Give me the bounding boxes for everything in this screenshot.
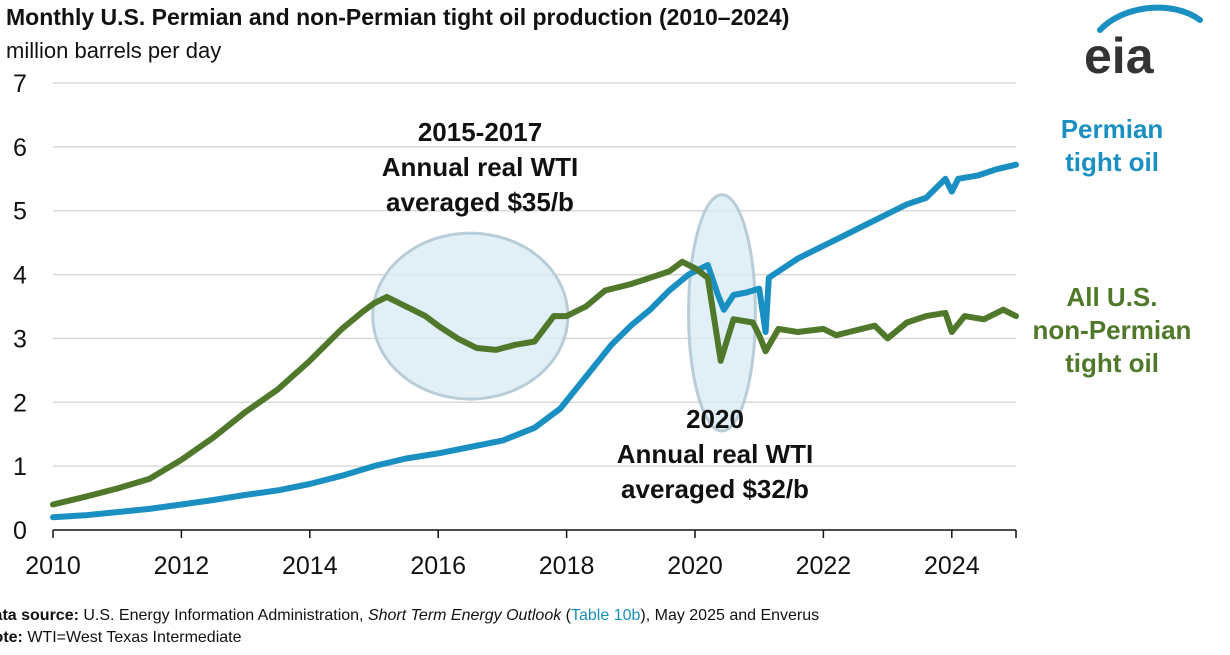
annotation-2020-line-1: 2020 [686, 404, 744, 434]
permian-label-line-1: Permian [1061, 114, 1164, 144]
note-text: WTI=West Texas Intermediate [22, 629, 242, 646]
y-tick-label-2: 2 [13, 389, 27, 417]
x-tick-label-2012: 2012 [154, 552, 210, 580]
nonpermian-label-line-1: All U.S. [1066, 282, 1157, 312]
highlight-ellipses [371, 193, 757, 433]
series-lines [50, 161, 1019, 521]
y-tick-label-4: 4 [13, 262, 27, 290]
note-footnote: Note: WTI=West Texas Intermediate [0, 629, 242, 647]
eia-logo: eia [1084, 4, 1203, 80]
chart-subtitle: million barrels per day [6, 38, 222, 63]
annotation-2020-line-2: Annual real WTI [617, 439, 813, 469]
ellipse-2015-2017 [371, 231, 570, 401]
source-text-b: ( [561, 607, 571, 624]
ellipse-2020 [687, 193, 757, 433]
x-tick-label-2016: 2016 [410, 552, 466, 580]
annotation-2015-2017-line-2: Annual real WTI [382, 152, 578, 182]
svg-text:eia: eia [1084, 28, 1155, 80]
source-text-c: ), May 2025 and Enverus [640, 607, 820, 624]
x-tick-label-2024: 2024 [924, 552, 980, 580]
y-tick-label-7: 7 [13, 70, 27, 98]
y-tick-label-0: 0 [13, 517, 27, 545]
permian-label-line-2: tight oil [1065, 147, 1159, 177]
x-tick-label-2014: 2014 [282, 552, 338, 580]
nonpermian-line [50, 258, 1019, 508]
x-tick-label-2018: 2018 [539, 552, 595, 580]
annotation-2020-line-3: averaged $32/b [621, 474, 809, 504]
y-tick-label-6: 6 [13, 134, 27, 162]
nonpermian-label-line-3: tight oil [1065, 348, 1159, 378]
annotation-2015-2017-line-3: averaged $35/b [386, 187, 574, 217]
y-tick-label-3: 3 [13, 325, 27, 353]
x-tick-label-2010: 2010 [25, 552, 81, 580]
table-10b-link[interactable]: Table 10b [571, 607, 641, 624]
annotations: 2015-2017 Annual real WTI averaged $35/b 20… [382, 117, 813, 504]
x-tick-label-2020: 2020 [667, 552, 723, 580]
source-text-a: U.S. Energy Information Administration, [78, 607, 368, 624]
chart-title: Monthly U.S. Permian and non-Permian tig… [6, 4, 790, 30]
source-italic: Short Term Energy Outlook [367, 607, 562, 624]
y-tick-label-5: 5 [13, 198, 27, 226]
axes: 0 1 2 3 4 5 6 7 2010 2012 2014 2016 2018 2020 2022 2024 [13, 70, 1017, 580]
x-tick-label-2022: 2022 [796, 552, 852, 580]
note-label: Note: [0, 629, 23, 646]
data-source-footnote: Data source: U.S. Energy Information Adm… [0, 607, 819, 625]
y-tick-label-1: 1 [13, 453, 27, 481]
annotation-2015-2017-line-1: 2015-2017 [418, 117, 542, 147]
nonpermian-label-line-2: non-Permian [1033, 315, 1192, 345]
source-label: Data source: [0, 607, 79, 624]
